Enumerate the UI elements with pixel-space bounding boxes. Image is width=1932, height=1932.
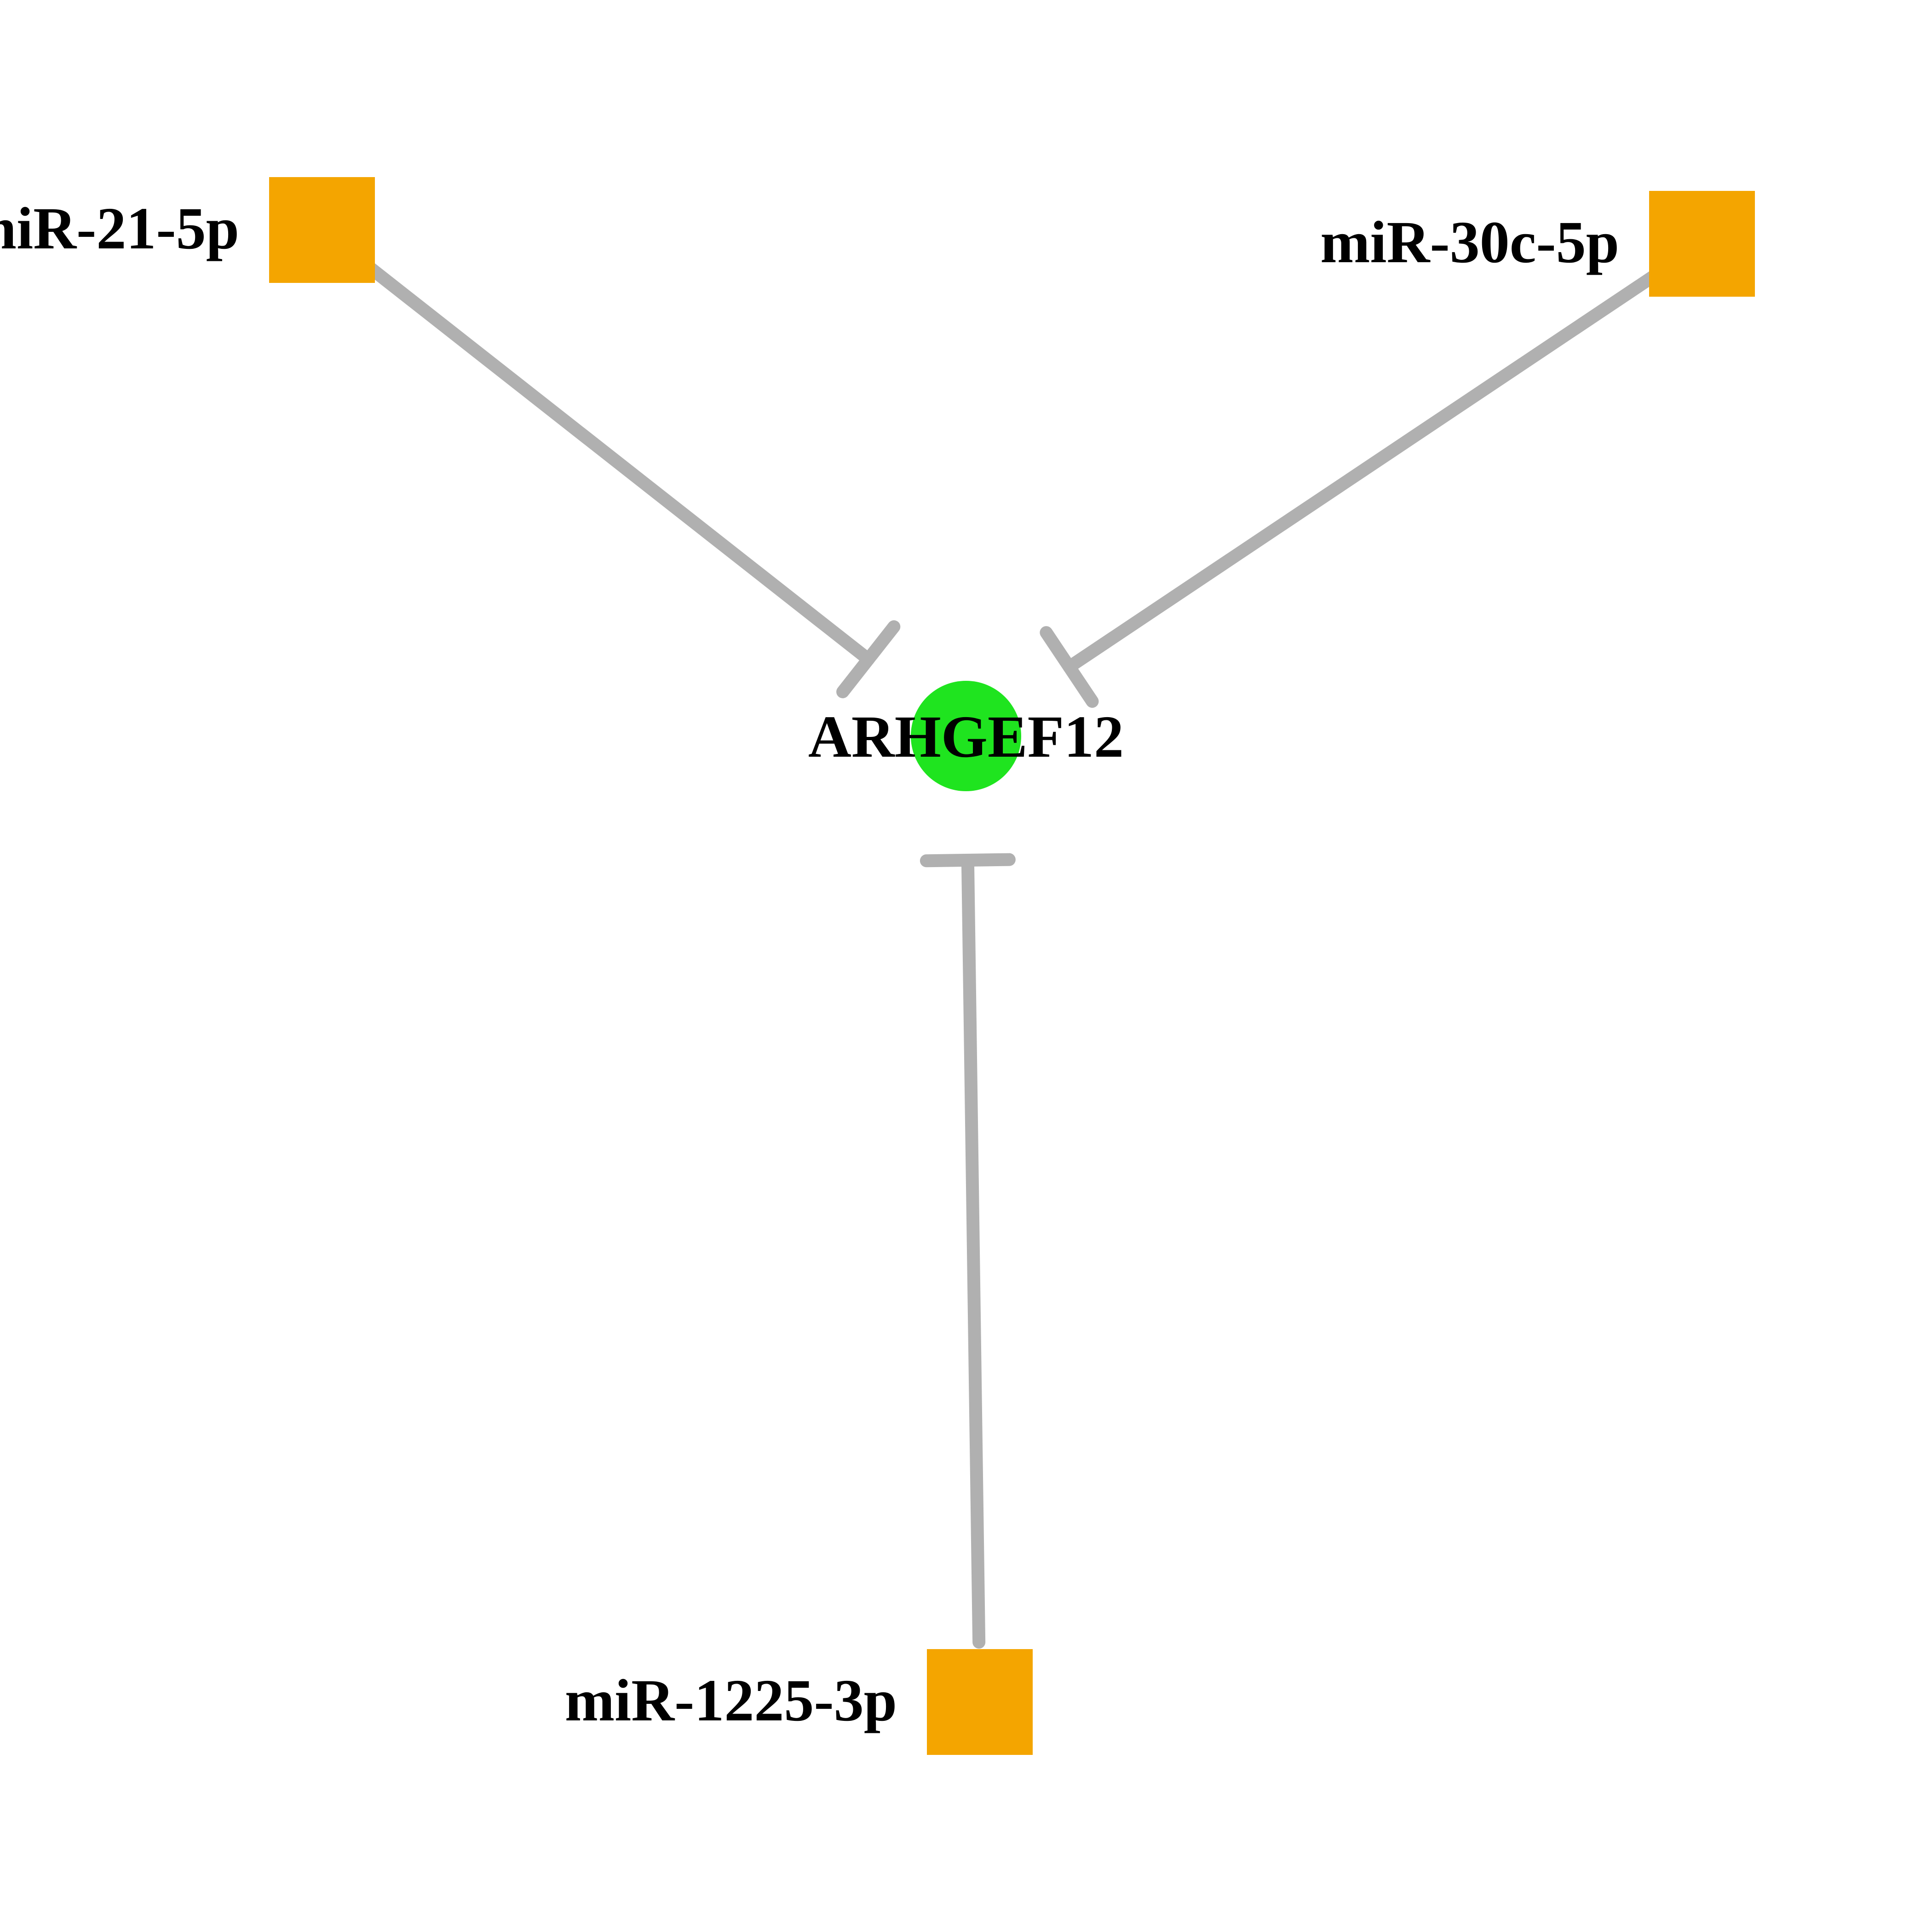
- network-diagram: ARHGEF12 miR-21-5p miR-30c-5p miR-1225-3p: [0, 0, 1932, 1932]
- node-mir1225: [927, 1649, 1033, 1755]
- inhibition-bar-mir1225-to-center: [926, 860, 1009, 861]
- label-mir21: miR-21-5p: [0, 196, 239, 262]
- label-center: ARHGEF12: [808, 704, 1124, 770]
- label-mir30c: miR-30c-5p: [1320, 209, 1619, 276]
- node-mir30c: [1649, 191, 1755, 297]
- label-mir1225: miR-1225-3p: [565, 1668, 897, 1734]
- node-mir21: [269, 177, 375, 283]
